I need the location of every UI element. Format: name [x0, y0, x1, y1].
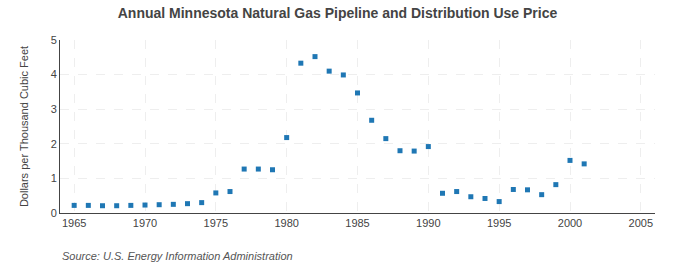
svg-text:4: 4: [51, 68, 57, 80]
svg-text:1: 1: [51, 172, 57, 184]
svg-text:0: 0: [51, 207, 57, 219]
svg-text:2000: 2000: [558, 217, 582, 229]
svg-text:Source: U.S. Energy Informatio: Source: U.S. Energy Information Administ…: [62, 250, 293, 262]
svg-text:2005: 2005: [629, 217, 653, 229]
svg-text:1995: 1995: [487, 217, 511, 229]
svg-text:1985: 1985: [345, 217, 369, 229]
svg-text:1965: 1965: [62, 217, 86, 229]
svg-text:Dollars per Thousand Cubic Fee: Dollars per Thousand Cubic Feet: [18, 46, 30, 207]
svg-text:1980: 1980: [274, 217, 298, 229]
svg-text:Annual Minnesota Natural Gas P: Annual Minnesota Natural Gas Pipeline an…: [118, 5, 558, 21]
svg-text:1975: 1975: [204, 217, 228, 229]
svg-text:5: 5: [51, 34, 57, 46]
svg-text:1990: 1990: [416, 217, 440, 229]
svg-text:3: 3: [51, 103, 57, 115]
svg-text:2: 2: [51, 138, 57, 150]
svg-text:1970: 1970: [133, 217, 157, 229]
